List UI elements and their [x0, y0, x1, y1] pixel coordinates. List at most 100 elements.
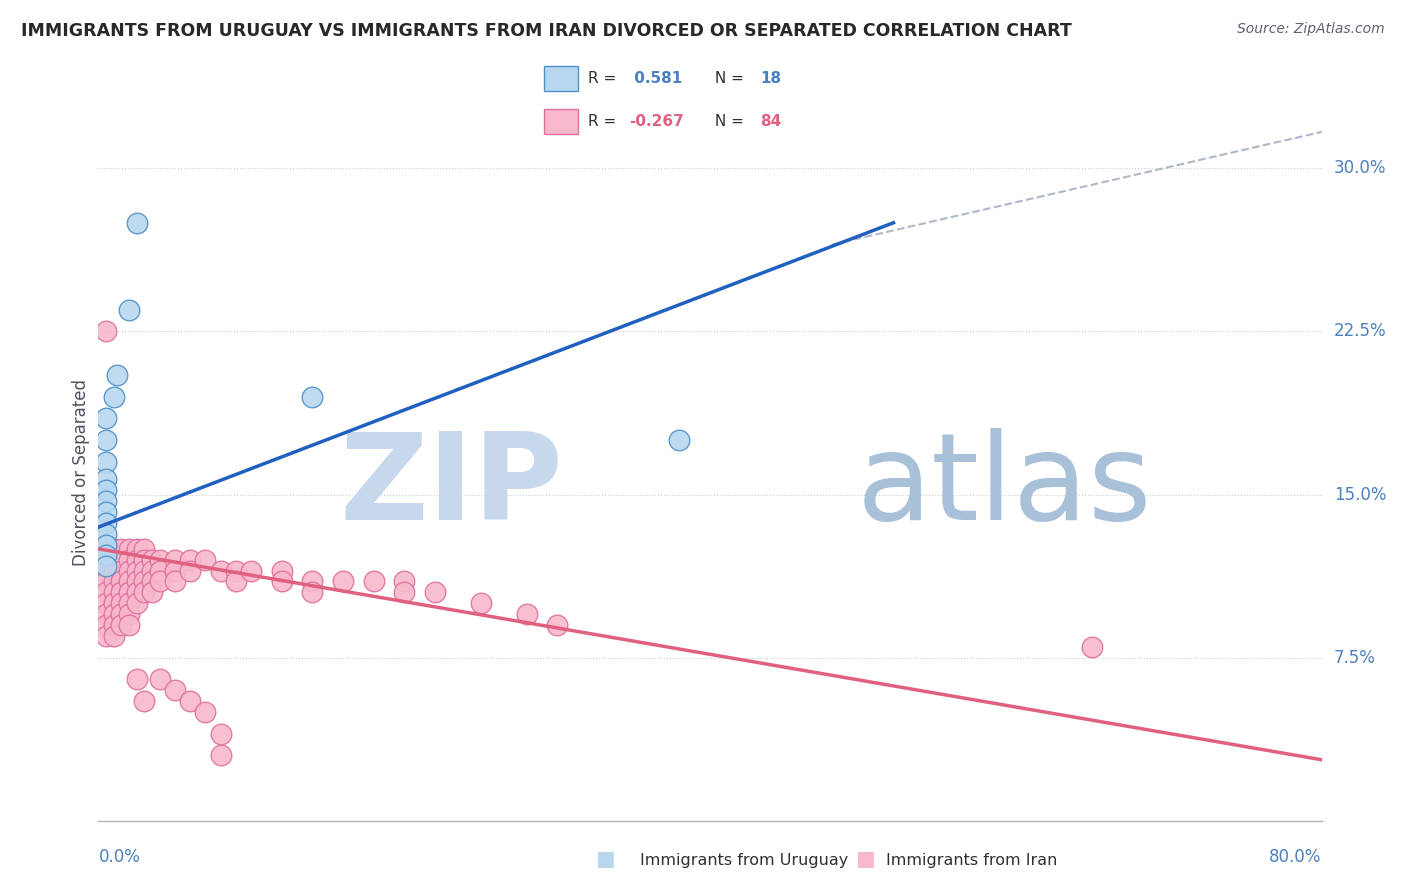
Point [163, 683, 186, 698]
Point [149, 673, 172, 687]
Point [125, 552, 148, 567]
Point [149, 564, 172, 578]
Point [225, 564, 247, 578]
Point [94, 574, 117, 589]
Text: atlas: atlas [856, 428, 1153, 545]
Point [149, 552, 172, 567]
Point [103, 585, 125, 599]
Text: 30.0%: 30.0% [1334, 160, 1386, 178]
Point [125, 673, 148, 687]
Point [103, 574, 125, 589]
Point [94, 564, 117, 578]
Point [423, 585, 446, 599]
Point [103, 390, 125, 404]
Point [103, 596, 125, 610]
Point [94, 541, 117, 556]
Point [392, 574, 416, 589]
Point [94, 494, 117, 508]
Text: 18: 18 [761, 71, 782, 86]
Text: Immigrants from Iran: Immigrants from Iran [886, 854, 1057, 868]
Point [94, 559, 117, 574]
Text: Source: ZipAtlas.com: Source: ZipAtlas.com [1237, 22, 1385, 37]
Point [332, 574, 354, 589]
Point [94, 607, 117, 621]
Point [516, 607, 538, 621]
Point [163, 574, 186, 589]
Point [141, 585, 163, 599]
Text: 22.5%: 22.5% [1334, 322, 1386, 341]
Text: ■: ■ [595, 849, 614, 869]
Point [179, 552, 201, 567]
Point [94, 552, 117, 567]
Point [125, 585, 148, 599]
Point [141, 574, 163, 589]
Text: 15.0%: 15.0% [1334, 485, 1386, 503]
Point [118, 596, 141, 610]
Point [94, 526, 117, 541]
Text: R =: R = [588, 71, 621, 86]
Point [301, 585, 323, 599]
Point [392, 585, 416, 599]
Point [134, 552, 156, 567]
Point [94, 455, 117, 469]
Point [118, 564, 141, 578]
Y-axis label: Divorced or Separated: Divorced or Separated [72, 379, 90, 566]
Text: N =: N = [710, 114, 748, 128]
Point [118, 302, 141, 317]
Point [110, 596, 132, 610]
Point [194, 705, 217, 719]
Point [134, 585, 156, 599]
Point [94, 618, 117, 632]
Point [240, 564, 263, 578]
Point [149, 574, 172, 589]
Point [94, 516, 117, 530]
Point [179, 694, 201, 708]
Point [94, 325, 117, 339]
Point [134, 564, 156, 578]
Point [125, 564, 148, 578]
Point [134, 541, 156, 556]
Point [270, 574, 292, 589]
Point [94, 585, 117, 599]
Point [118, 585, 141, 599]
Text: N =: N = [710, 71, 748, 86]
Text: R =: R = [588, 114, 621, 128]
Point [94, 483, 117, 498]
Point [94, 629, 117, 643]
Point [94, 537, 117, 551]
Point [105, 368, 128, 382]
Point [103, 607, 125, 621]
Point [134, 694, 156, 708]
Point [141, 552, 163, 567]
Point [194, 552, 217, 567]
Text: 0.0%: 0.0% [98, 848, 141, 866]
Point [546, 618, 568, 632]
Text: Immigrants from Uruguay: Immigrants from Uruguay [640, 854, 848, 868]
Point [110, 607, 132, 621]
Text: -0.267: -0.267 [628, 114, 683, 128]
Point [94, 596, 117, 610]
Point [118, 574, 141, 589]
Point [110, 618, 132, 632]
Point [110, 552, 132, 567]
Point [103, 629, 125, 643]
Point [103, 564, 125, 578]
Point [209, 748, 232, 763]
Text: 84: 84 [761, 114, 782, 128]
Point [94, 433, 117, 447]
Point [141, 564, 163, 578]
Text: 7.5%: 7.5% [1334, 648, 1375, 666]
Point [103, 541, 125, 556]
Point [301, 574, 323, 589]
Point [110, 541, 132, 556]
Point [134, 574, 156, 589]
Point [668, 433, 690, 447]
Point [301, 390, 323, 404]
Point [125, 596, 148, 610]
Text: ■: ■ [855, 849, 875, 869]
Point [163, 552, 186, 567]
Point [125, 541, 148, 556]
Point [94, 549, 117, 563]
Point [94, 505, 117, 519]
Point [103, 618, 125, 632]
